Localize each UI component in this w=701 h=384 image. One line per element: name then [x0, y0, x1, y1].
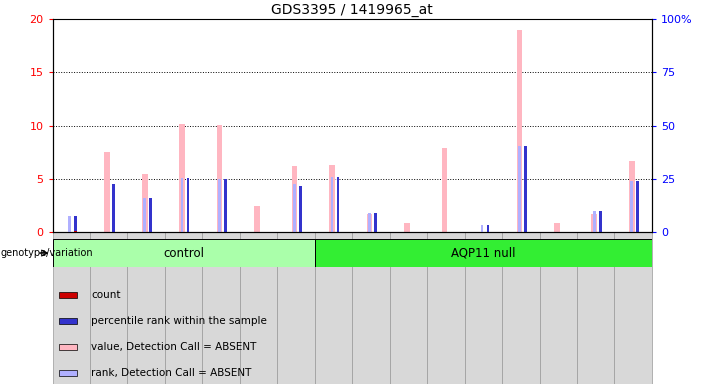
Bar [629, 161, 634, 232]
Bar [58, 370, 76, 376]
Bar [58, 292, 76, 298]
Bar [53, 239, 315, 267]
Bar [224, 179, 227, 232]
Bar [218, 179, 221, 232]
Bar [368, 213, 371, 232]
Bar [331, 177, 334, 232]
FancyBboxPatch shape [203, 232, 240, 384]
Text: count: count [91, 290, 121, 300]
Bar [517, 30, 522, 232]
FancyBboxPatch shape [128, 232, 165, 384]
FancyBboxPatch shape [465, 232, 502, 384]
FancyBboxPatch shape [90, 232, 128, 384]
Bar [69, 216, 71, 232]
Bar [149, 198, 152, 232]
Text: rank, Detection Call = ABSENT: rank, Detection Call = ABSENT [91, 368, 252, 378]
Bar [74, 231, 77, 232]
Bar [179, 124, 185, 232]
Bar [142, 174, 147, 232]
Text: value, Detection Call = ABSENT: value, Detection Call = ABSENT [91, 342, 257, 352]
Bar [299, 187, 302, 232]
Bar [481, 225, 483, 232]
Bar [329, 165, 335, 232]
Bar [315, 239, 652, 267]
FancyBboxPatch shape [502, 232, 540, 384]
Bar [74, 216, 77, 232]
FancyBboxPatch shape [427, 232, 465, 384]
FancyBboxPatch shape [390, 232, 427, 384]
Bar [104, 152, 110, 232]
Bar [442, 148, 447, 232]
Bar [630, 181, 633, 232]
Bar [181, 178, 184, 232]
Bar [554, 223, 559, 232]
Bar [367, 214, 372, 232]
Text: control: control [163, 247, 204, 260]
Title: GDS3395 / 1419965_at: GDS3395 / 1419965_at [271, 3, 433, 17]
FancyBboxPatch shape [615, 232, 652, 384]
Bar [58, 344, 76, 350]
FancyBboxPatch shape [278, 232, 315, 384]
FancyBboxPatch shape [315, 232, 352, 384]
Bar [404, 223, 410, 232]
Bar [293, 184, 296, 232]
Text: genotype/variation: genotype/variation [1, 248, 93, 258]
Bar [593, 211, 596, 232]
Bar [112, 184, 114, 232]
FancyBboxPatch shape [53, 232, 90, 384]
Bar [254, 206, 260, 232]
FancyBboxPatch shape [352, 232, 390, 384]
Bar [637, 181, 639, 232]
FancyBboxPatch shape [540, 232, 577, 384]
Bar [58, 318, 76, 324]
FancyBboxPatch shape [165, 232, 203, 384]
Bar [144, 198, 146, 232]
Bar [187, 178, 189, 232]
FancyBboxPatch shape [240, 232, 278, 384]
Bar [217, 125, 222, 232]
Text: percentile rank within the sample: percentile rank within the sample [91, 316, 267, 326]
Text: AQP11 null: AQP11 null [451, 247, 516, 260]
Bar [374, 213, 377, 232]
FancyBboxPatch shape [577, 232, 615, 384]
Bar [518, 146, 521, 232]
Bar [599, 211, 601, 232]
Bar [292, 166, 297, 232]
Bar [592, 214, 597, 232]
Bar [336, 177, 339, 232]
Bar [486, 225, 489, 232]
Bar [524, 146, 526, 232]
